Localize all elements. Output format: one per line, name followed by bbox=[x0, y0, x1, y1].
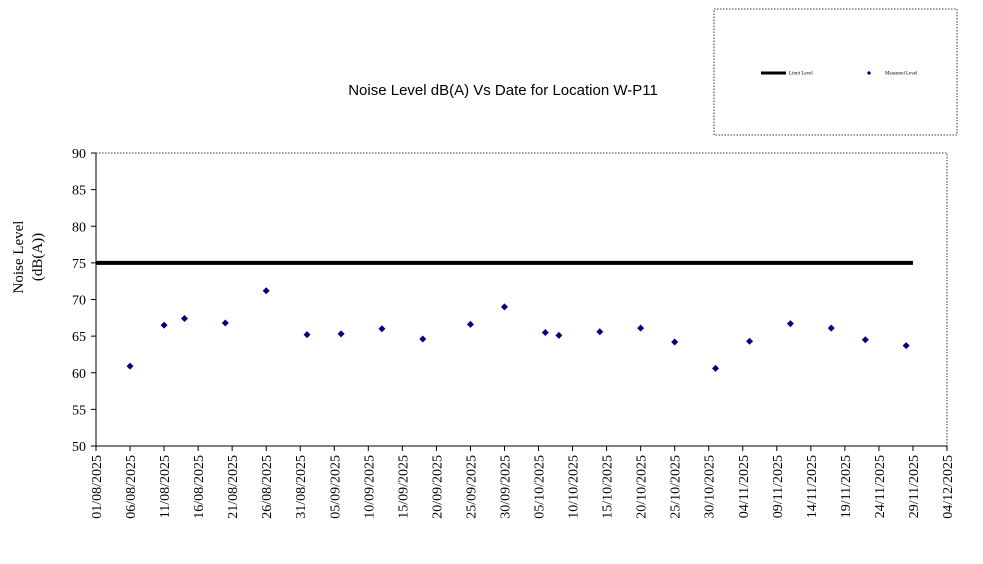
y-tick-label: 55 bbox=[72, 403, 86, 418]
x-tick-label: 26/08/2025 bbox=[260, 455, 275, 519]
x-tick-label: 20/09/2025 bbox=[430, 455, 445, 519]
x-tick-label: 10/09/2025 bbox=[362, 455, 377, 519]
y-axis-title-line1: Noise Level bbox=[11, 221, 27, 294]
measured-level-point bbox=[337, 330, 345, 338]
y-tick-label: 65 bbox=[72, 330, 86, 345]
x-tick-label: 15/10/2025 bbox=[601, 455, 616, 519]
x-axis-ticks: 01/08/2025 06/08/2025 11/08/2025 16/08/2025… bbox=[90, 446, 956, 519]
x-tick-label: 29/11/2025 bbox=[907, 455, 922, 518]
x-tick-label: 30/10/2025 bbox=[703, 455, 718, 519]
measured-level-point bbox=[126, 362, 134, 370]
x-tick-label: 21/08/2025 bbox=[226, 455, 241, 519]
measured-level-point bbox=[541, 328, 549, 336]
measured-level-point bbox=[712, 364, 720, 372]
y-tick-label: 50 bbox=[72, 440, 86, 455]
measured-level-point bbox=[861, 336, 869, 344]
y-tick-label: 60 bbox=[72, 367, 86, 382]
series-layer bbox=[96, 260, 913, 372]
measured-level-point bbox=[500, 303, 508, 311]
y-axis-title-line2: (dB(A)) bbox=[30, 233, 46, 281]
y-tick-label: 80 bbox=[72, 220, 86, 235]
measured-level-point bbox=[637, 324, 645, 332]
x-tick-label: 09/11/2025 bbox=[771, 455, 786, 518]
x-tick-label: 16/08/2025 bbox=[192, 455, 207, 519]
measured-level-point bbox=[262, 287, 270, 295]
measured-level-point bbox=[221, 319, 229, 327]
x-tick-label: 10/10/2025 bbox=[567, 455, 582, 519]
x-tick-label: 20/10/2025 bbox=[635, 455, 650, 519]
measured-level-point bbox=[596, 328, 604, 336]
x-tick-label: 01/08/2025 bbox=[90, 455, 105, 519]
legend-frame bbox=[713, 8, 958, 136]
legend-limit-label: Limit Level bbox=[789, 72, 813, 77]
y-tick-label: 75 bbox=[72, 257, 86, 272]
x-tick-label: 31/08/2025 bbox=[294, 455, 309, 519]
measured-level-point bbox=[555, 331, 563, 339]
x-tick-label: 30/09/2025 bbox=[498, 455, 513, 519]
x-tick-label: 25/10/2025 bbox=[669, 455, 684, 519]
x-tick-label: 04/11/2025 bbox=[737, 455, 752, 518]
y-tick-label: 85 bbox=[72, 184, 86, 199]
measured-level-point bbox=[419, 335, 427, 343]
measured-level-point bbox=[671, 338, 679, 346]
x-tick-label: 19/11/2025 bbox=[839, 455, 854, 518]
measured-level-point bbox=[466, 320, 474, 328]
measured-level-point bbox=[786, 320, 794, 328]
measured-level-point bbox=[746, 337, 754, 345]
x-tick-label: 05/09/2025 bbox=[328, 455, 343, 519]
y-tick-label: 90 bbox=[72, 147, 86, 162]
x-tick-label: 25/09/2025 bbox=[464, 455, 479, 519]
measured-level-point bbox=[827, 324, 835, 332]
x-tick-label: 24/11/2025 bbox=[873, 455, 888, 518]
measured-level-point bbox=[902, 342, 910, 350]
y-axis-title: Noise Level (dB(A)) bbox=[11, 221, 46, 294]
y-axis-ticks: 50 55 60 65 70 75 80 85 90 bbox=[72, 147, 96, 455]
y-tick-label: 70 bbox=[72, 294, 86, 309]
chart-title: Noise Level dB(A) Vs Date for Location W… bbox=[348, 82, 658, 99]
measured-level-point bbox=[181, 315, 189, 323]
x-tick-label: 05/10/2025 bbox=[533, 455, 548, 519]
legend-box: Limit Level Measured Level bbox=[713, 8, 958, 136]
measured-level-point bbox=[160, 321, 168, 329]
x-tick-label: 06/08/2025 bbox=[124, 455, 139, 519]
x-tick-label: 15/09/2025 bbox=[396, 455, 411, 519]
measured-level-point bbox=[378, 325, 386, 333]
legend-measured-label: Measured Level bbox=[885, 72, 918, 77]
measured-level-point bbox=[303, 331, 311, 339]
x-tick-label: 04/12/2025 bbox=[941, 455, 956, 519]
x-tick-label: 14/11/2025 bbox=[805, 455, 820, 518]
x-tick-label: 11/08/2025 bbox=[158, 455, 173, 518]
